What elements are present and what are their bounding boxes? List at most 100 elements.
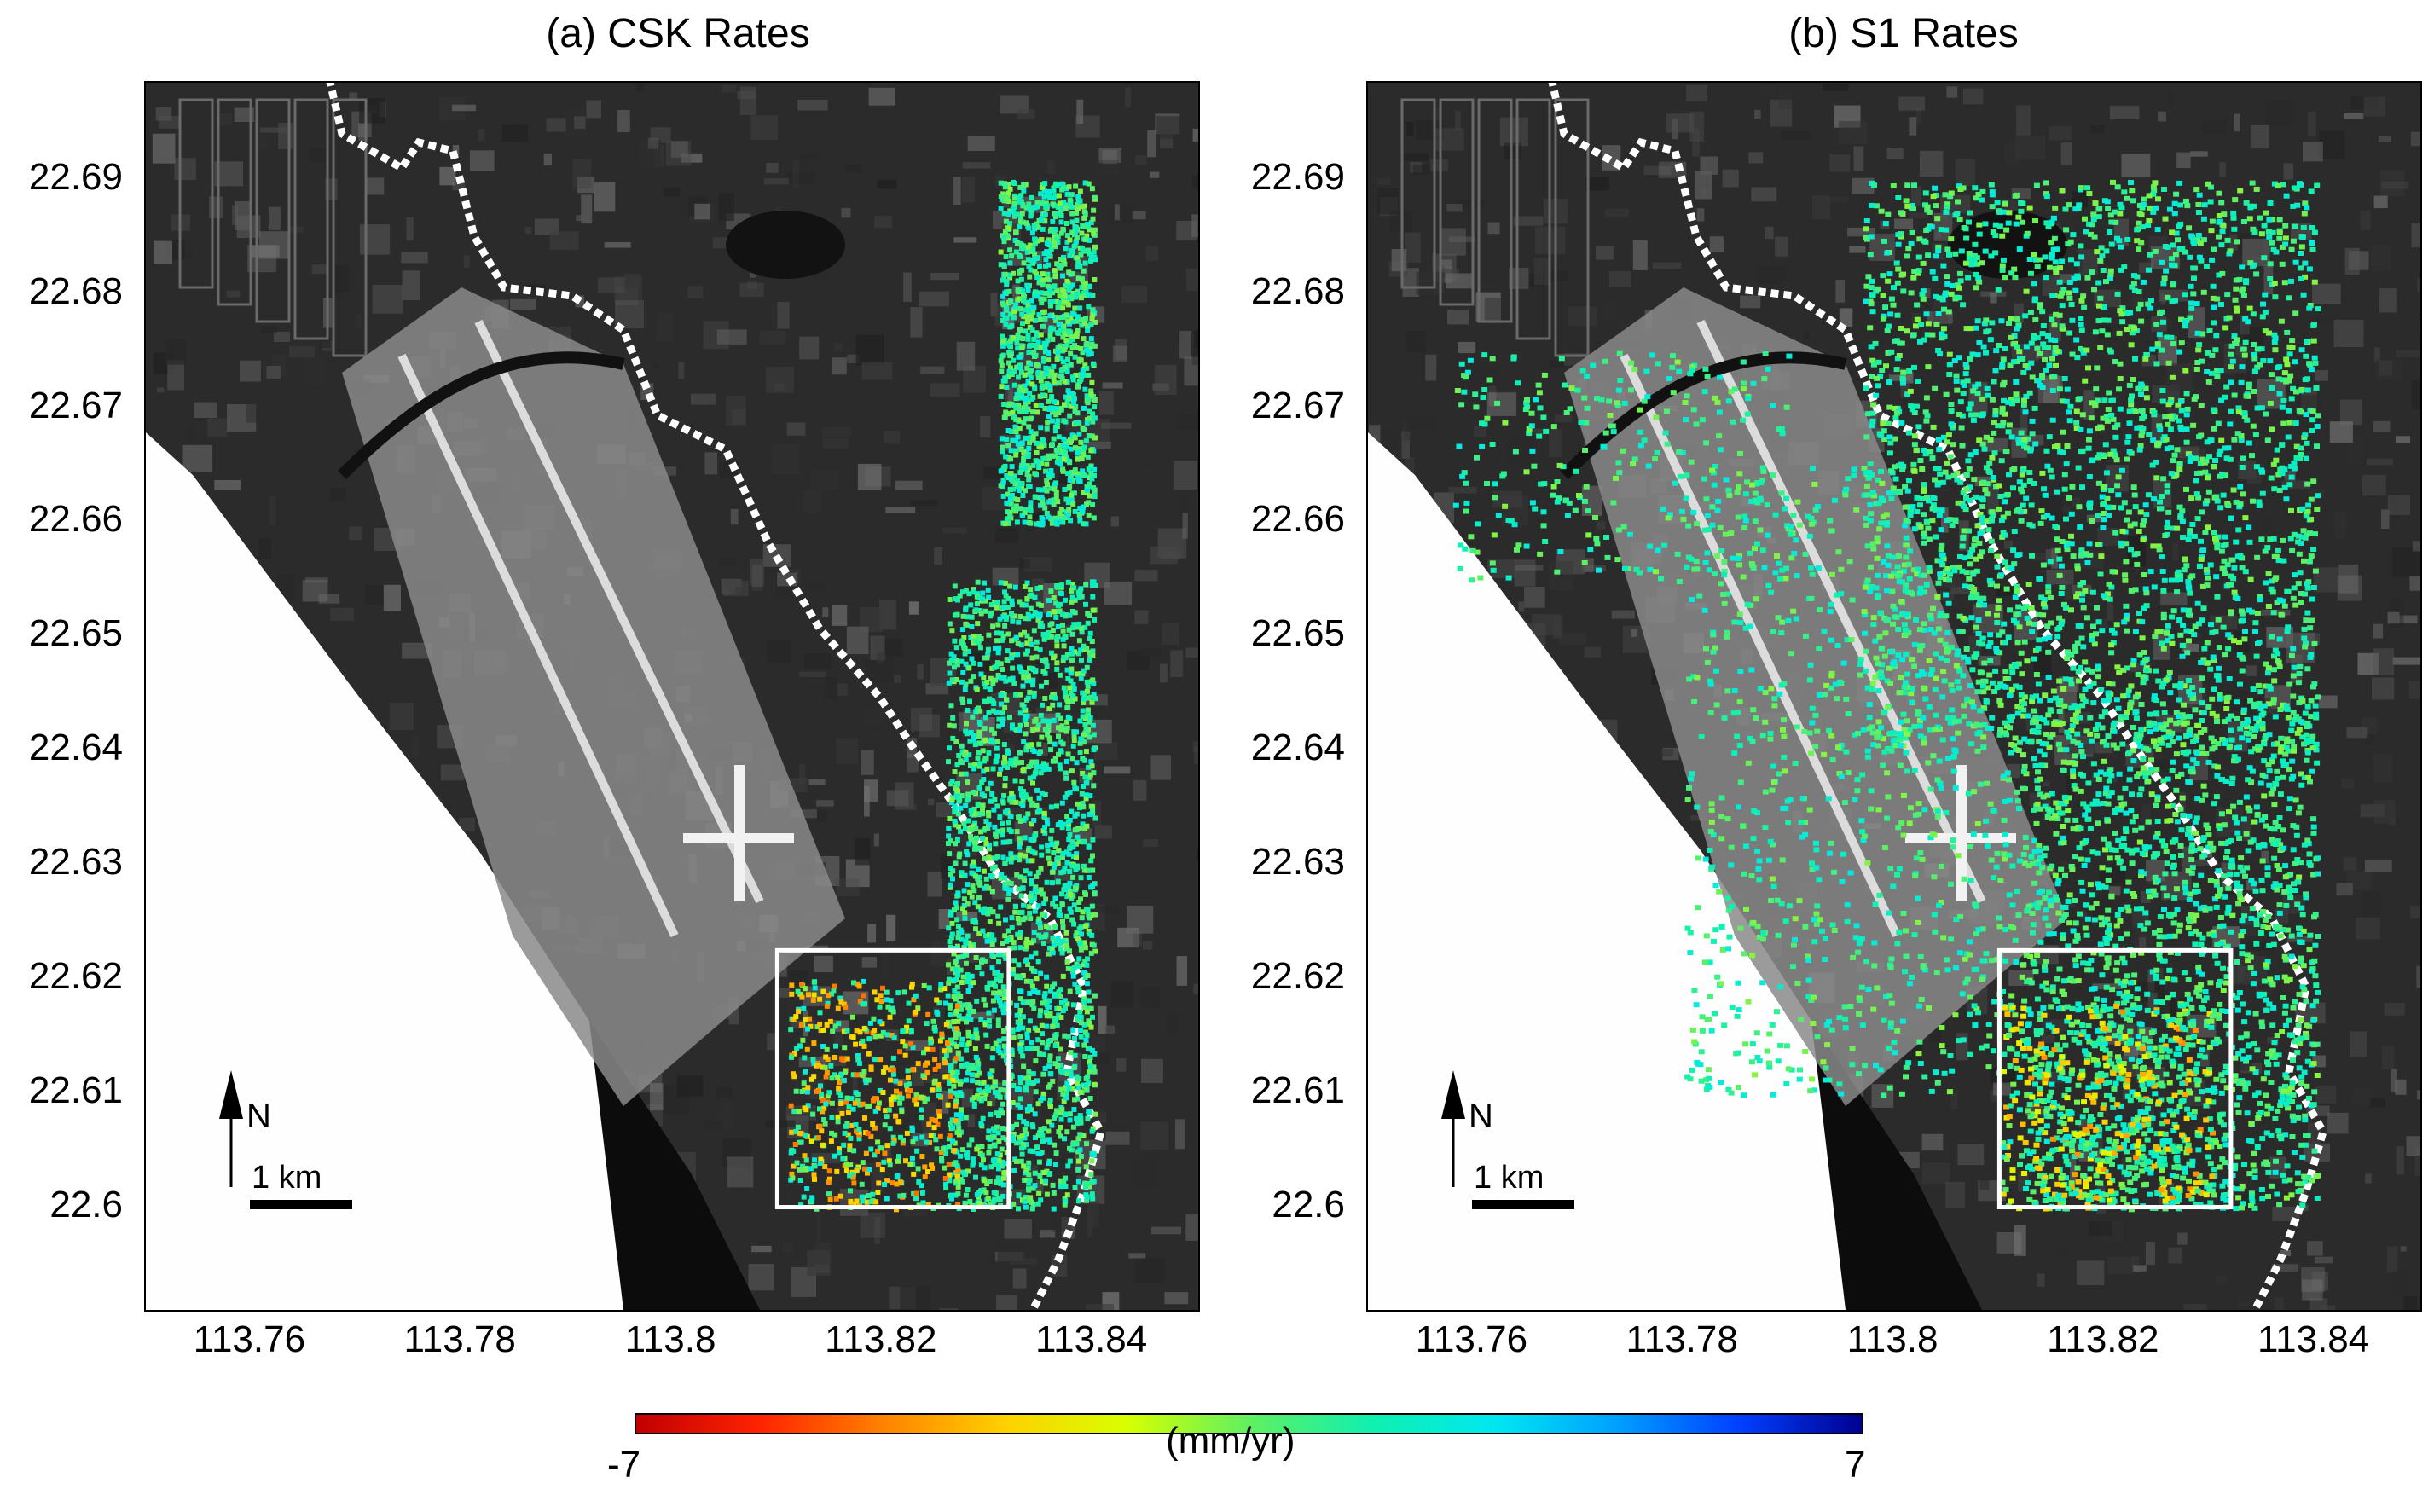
rate-point <box>1063 1175 1069 1181</box>
rate-point <box>1049 1122 1055 1128</box>
rate-point <box>1021 188 1027 194</box>
rate-point <box>1052 981 1058 987</box>
rate-point <box>829 1075 835 1081</box>
rate-point <box>1079 322 1085 328</box>
rate-point <box>922 1174 928 1180</box>
rate-point <box>977 721 983 727</box>
rate-point <box>1968 412 1975 418</box>
rate-point <box>1090 722 1096 728</box>
rate-point <box>932 1028 938 1034</box>
rate-point <box>1025 454 1031 459</box>
rate-point <box>1065 388 1071 394</box>
rate-point <box>2183 628 2190 634</box>
rate-point <box>995 952 1001 958</box>
rate-point <box>1950 715 1956 721</box>
rate-point <box>968 837 974 843</box>
rate-point <box>1076 420 1082 426</box>
rate-point <box>2314 182 2321 188</box>
rate-point <box>986 750 992 756</box>
rate-point <box>1050 901 1056 907</box>
rate-point <box>1967 210 1973 216</box>
rate-point <box>2193 367 2200 372</box>
rate-point <box>1054 1022 1060 1028</box>
rate-point <box>2176 466 2183 472</box>
rate-point <box>1987 337 1994 343</box>
rate-point <box>2292 420 2299 426</box>
rate-point <box>961 896 967 902</box>
rate-point <box>1913 617 1919 623</box>
rate-point <box>2292 310 2299 316</box>
rate-point <box>1017 836 1023 842</box>
rate-point <box>1052 993 1058 999</box>
rate-point <box>1047 860 1053 866</box>
rate-point <box>1061 821 1067 827</box>
rate-point <box>970 1078 975 1084</box>
rate-point <box>1075 801 1081 807</box>
rate-point <box>982 598 988 604</box>
rate-point <box>1020 1025 1026 1031</box>
rate-point <box>805 1103 811 1109</box>
rate-point <box>953 841 958 847</box>
rate-point <box>2178 316 2184 322</box>
rate-point <box>958 967 964 973</box>
rate-point <box>1989 680 1996 686</box>
rate-point <box>953 1098 959 1104</box>
rate-point <box>1066 883 1072 889</box>
rate-point <box>959 980 965 985</box>
rate-point <box>1074 786 1079 792</box>
rate-point <box>1046 1172 1052 1177</box>
rate-point <box>1002 271 1008 277</box>
rate-point <box>943 1022 949 1028</box>
rate-point <box>1937 575 1944 581</box>
rate-point <box>1037 613 1043 619</box>
rate-point <box>1072 981 1078 987</box>
rate-point <box>1974 391 1981 397</box>
rate-point <box>1008 851 1014 857</box>
rate-point <box>2110 504 2117 510</box>
rate-point <box>1041 358 1046 364</box>
rate-point <box>905 1075 911 1080</box>
rate-point <box>1027 1104 1033 1109</box>
rate-point <box>858 1072 864 1078</box>
rate-point <box>861 978 866 984</box>
rate-point <box>1036 795 1042 801</box>
rate-point <box>1061 685 1067 691</box>
rate-point <box>1065 699 1071 705</box>
rate-point <box>954 1043 960 1049</box>
rate-point <box>1083 1038 1089 1043</box>
rate-point <box>2064 540 2071 546</box>
rate-point <box>1033 769 1039 775</box>
rate-point <box>1055 712 1061 718</box>
rate-point <box>804 1046 810 1052</box>
rate-point <box>1032 887 1038 893</box>
rate-point <box>931 1080 937 1086</box>
rate-point <box>974 846 980 852</box>
rate-point <box>1953 373 1960 379</box>
rate-point <box>1081 696 1087 702</box>
rate-point <box>1017 195 1022 201</box>
rate-point <box>913 1009 919 1015</box>
rate-point <box>1011 181 1017 187</box>
rate-point <box>1064 1001 1070 1007</box>
rate-point <box>950 876 955 882</box>
rate-point <box>1090 853 1095 859</box>
rate-point <box>1089 903 1095 909</box>
rate-point <box>1011 382 1017 388</box>
rate-point <box>851 1180 857 1186</box>
rate-point <box>1064 233 1070 239</box>
rate-point <box>2221 558 2228 564</box>
rate-point <box>1022 372 1028 378</box>
rate-point <box>2056 556 2063 562</box>
rate-point <box>1007 311 1013 317</box>
rate-point <box>2210 295 2217 301</box>
rate-point <box>1053 214 1058 220</box>
rate-point <box>1040 392 1046 398</box>
rate-point <box>860 1038 866 1044</box>
rate-point <box>1030 682 1036 688</box>
rate-point <box>1060 305 1066 311</box>
rate-point <box>1959 413 1966 419</box>
rate-point <box>1038 887 1044 893</box>
rate-point <box>2123 603 2130 609</box>
rate-point <box>948 1088 953 1094</box>
rate-point <box>1030 780 1035 786</box>
